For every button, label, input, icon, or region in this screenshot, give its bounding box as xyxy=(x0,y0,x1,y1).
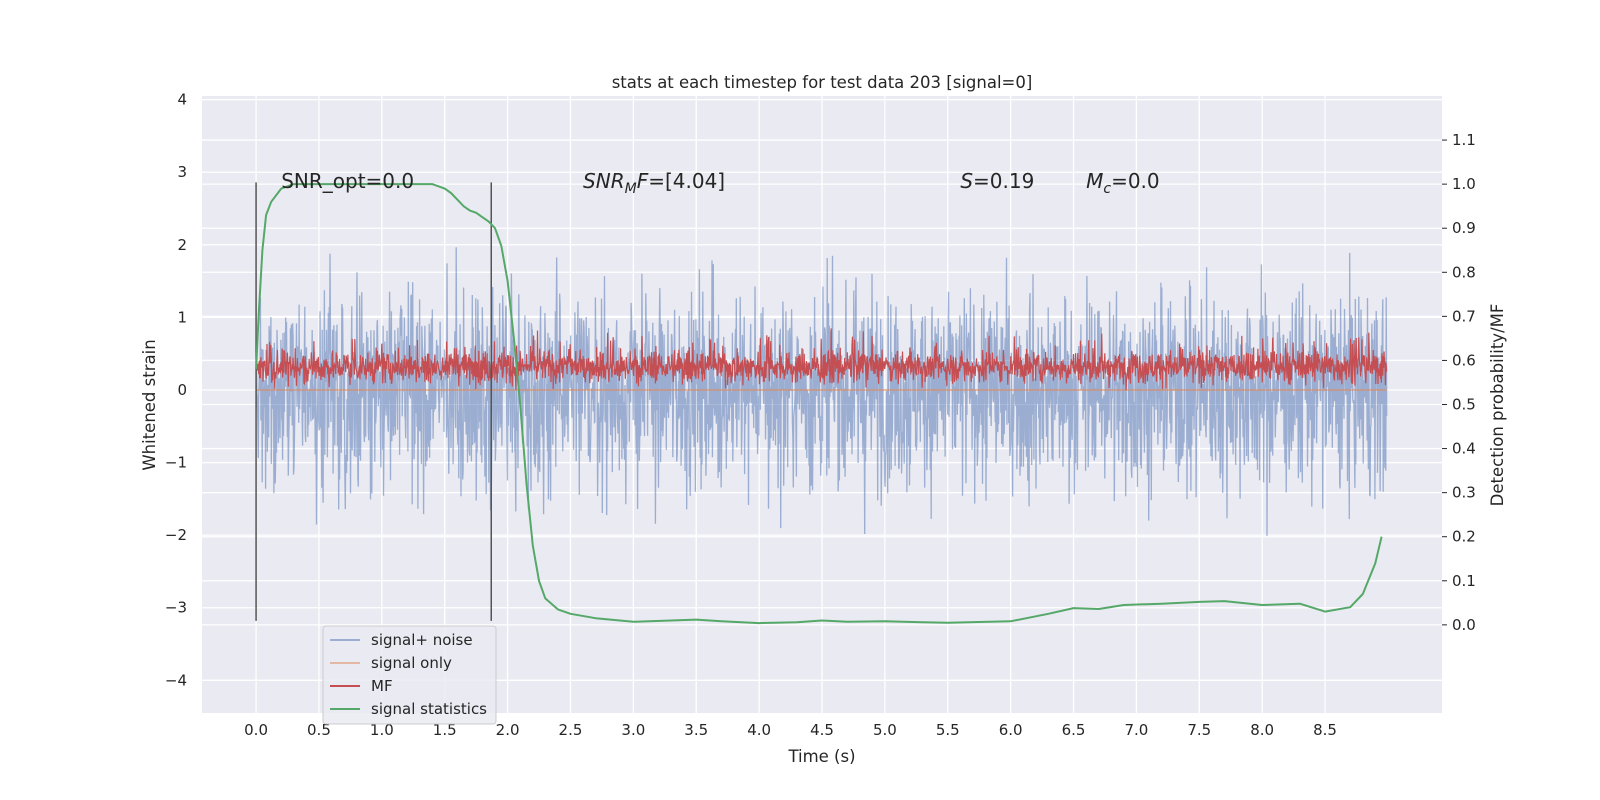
x-tick-label: 5.0 xyxy=(873,721,897,739)
y-tick-label-right: 0.9 xyxy=(1452,219,1476,237)
y-tick-label-right: 0.4 xyxy=(1452,440,1476,458)
legend-box xyxy=(322,625,497,725)
y-tick-labels-right: 1.1 1.0 0.9 0.8 0.7 0.6 0.5 0.4 0.3 0.2 0.1 0.0 xyxy=(1442,131,1476,634)
y-tick-label-right: 1.0 xyxy=(1452,175,1476,193)
legend-label: signal+ noise xyxy=(371,631,473,649)
annotations: SNR_opt=0.0 SNRMF=[4.04] S=0.19 Mc=0.0 xyxy=(281,169,1159,197)
y-tick-label-left: 0 xyxy=(177,381,187,399)
legend-label: signal statistics xyxy=(371,700,487,718)
x-tick-label: 3.0 xyxy=(621,721,645,739)
x-tick-label: 7.0 xyxy=(1124,721,1148,739)
legend: signal+ noise signal only MF signal statist… xyxy=(322,625,497,725)
chart-title: stats at each timestep for test data 203… xyxy=(612,73,1033,92)
series-mf xyxy=(255,328,1388,391)
x-axis-label: Time (s) xyxy=(787,747,855,766)
y-tick-label-left: 4 xyxy=(177,91,187,109)
x-tick-label: 2.5 xyxy=(559,721,583,739)
x-tick-label: 2.0 xyxy=(496,721,520,739)
y-tick-label-left: −3 xyxy=(165,599,187,617)
annotation-value: =[4.04] xyxy=(648,169,725,193)
legend-label: signal only xyxy=(371,654,452,672)
annotation-symbol: SNR xyxy=(583,169,625,193)
x-tick-label: 4.0 xyxy=(747,721,771,739)
y-axis-label-right: Detection probability/MF xyxy=(1488,304,1507,507)
y-tick-label-right: 1.1 xyxy=(1452,131,1476,149)
vertical-markers xyxy=(255,182,492,621)
x-tick-label: 8.5 xyxy=(1313,721,1337,739)
y-tick-label-right: 0.3 xyxy=(1452,484,1476,502)
x-tick-label: 4.5 xyxy=(810,721,834,739)
y-tick-label-left: 1 xyxy=(177,308,187,326)
y-tick-label-right: 0.7 xyxy=(1452,307,1476,325)
annotation-subscript: c xyxy=(1103,181,1111,197)
x-tick-label: 8.0 xyxy=(1250,721,1274,739)
x-tick-label: 1.0 xyxy=(370,721,394,739)
y-tick-label-right: 0.1 xyxy=(1452,572,1476,590)
y-tick-label-left: 3 xyxy=(177,163,187,181)
x-tick-label: 6.0 xyxy=(999,721,1023,739)
x-tick-label: 5.5 xyxy=(936,721,960,739)
series-signal-statistics xyxy=(255,183,1383,625)
annotation-symbol-tail: F xyxy=(637,169,649,193)
annotation: Mc=0.0 xyxy=(1086,169,1160,197)
trace-signal-statistics xyxy=(255,183,1383,625)
y-tick-label-left: −4 xyxy=(165,671,187,689)
y-tick-label-left: −2 xyxy=(165,526,187,544)
x-tick-label: 6.5 xyxy=(1062,721,1086,739)
y-tick-label-right: 0.5 xyxy=(1452,396,1476,414)
legend-label: MF xyxy=(371,677,393,695)
annotation: SNR_opt=0.0 xyxy=(281,169,414,193)
x-tick-label: 0.5 xyxy=(307,721,331,739)
x-tick-label: 1.5 xyxy=(433,721,457,739)
y-axis-label-left: Whitened strain xyxy=(140,339,159,470)
annotation: SNRMF=[4.04] xyxy=(583,169,725,197)
annotation-subscript: M xyxy=(625,181,637,197)
y-tick-label-right: 0.8 xyxy=(1452,263,1476,281)
annotation-value: =0.19 xyxy=(973,169,1034,193)
annotation-value: =0.0 xyxy=(1111,169,1160,193)
annotation: S=0.19 xyxy=(960,169,1034,193)
y-tick-labels-left: 4 3 2 1 0 −1 −2 −3 −4 xyxy=(165,91,187,690)
x-tick-label: 3.5 xyxy=(684,721,708,739)
annotation-symbol: S xyxy=(960,169,973,193)
y-tick-label-left: 2 xyxy=(177,236,187,254)
x-tick-labels: 0.0 0.5 1.0 1.5 2.0 2.5 3.0 3.5 4.0 4.5 5.0 5.5 6.0 6… xyxy=(244,721,1337,739)
x-tick-label: 7.5 xyxy=(1187,721,1211,739)
trace-mf xyxy=(255,328,1388,391)
y-tick-label-right: 0.2 xyxy=(1452,528,1476,546)
annotation-symbol: M xyxy=(1086,169,1103,193)
y-tick-label-right: 0.6 xyxy=(1452,351,1476,369)
x-tick-label: 0.0 xyxy=(244,721,268,739)
y-tick-label-right: 0.0 xyxy=(1452,616,1476,634)
y-tick-label-left: −1 xyxy=(165,454,187,472)
